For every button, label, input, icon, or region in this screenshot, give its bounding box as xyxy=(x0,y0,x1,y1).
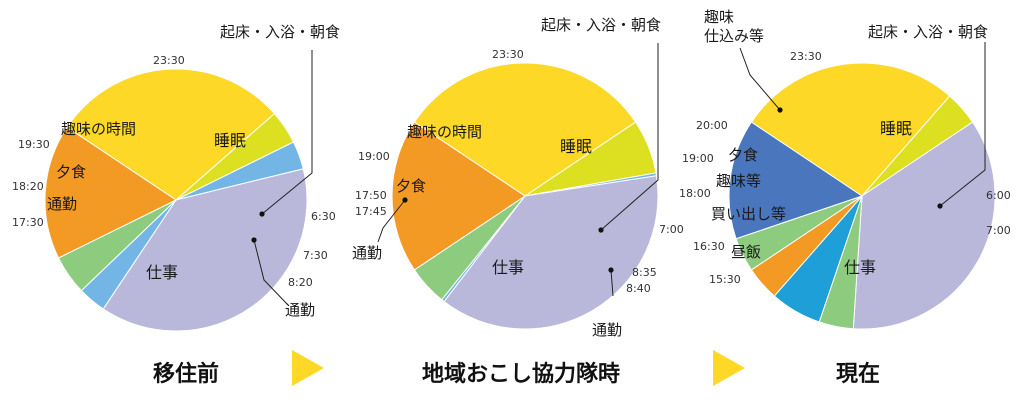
slice-label: 仕込み等 xyxy=(704,27,764,45)
pie-slice xyxy=(443,175,659,330)
slice-label: 夕食 xyxy=(396,177,426,195)
leader-dot xyxy=(251,237,257,243)
slice-label: 昼飯 xyxy=(731,243,761,261)
slice-label: 起床・入浴・朝食 xyxy=(541,16,661,34)
time-label: 15:30 xyxy=(709,273,741,286)
leader-line xyxy=(261,50,313,215)
slice-label: 趣味の時間 xyxy=(407,123,482,141)
leader-line xyxy=(600,43,659,231)
chart-caption: 現在 xyxy=(836,361,880,387)
time-label: 19:30 xyxy=(18,138,50,151)
pie-slice xyxy=(852,121,996,330)
slice-label: 仕事 xyxy=(146,263,178,282)
time-label: 23:30 xyxy=(153,54,185,67)
time-label: 20:00 xyxy=(696,119,728,132)
time-label: 7:00 xyxy=(659,223,684,236)
leader-dot xyxy=(598,227,604,233)
slice-label: 通勤 xyxy=(47,195,77,213)
time-label: 18:00 xyxy=(679,187,711,200)
time-label: 23:30 xyxy=(790,50,822,63)
pie-slice xyxy=(102,168,308,332)
slice-label: 通勤 xyxy=(592,321,622,339)
time-label: 7:00 xyxy=(986,224,1011,237)
slice-label: 起床・入浴・朝食 xyxy=(868,23,988,41)
pie-cooperation-corps xyxy=(391,62,659,330)
leader-line xyxy=(939,42,986,207)
pie-slice xyxy=(413,62,637,197)
pie-current xyxy=(728,62,996,330)
pie-slice xyxy=(66,68,276,201)
slice-label: 趣味の時間 xyxy=(61,120,136,138)
pie-slice xyxy=(728,121,864,240)
leader-line xyxy=(739,47,781,111)
slice-label: 夕食 xyxy=(56,163,86,181)
slice-label: 仕事 xyxy=(844,258,876,277)
arrow-icon xyxy=(713,350,745,386)
leader-line xyxy=(253,239,289,306)
time-label: 6:00 xyxy=(986,189,1011,202)
leader-dot xyxy=(402,197,408,203)
slice-label: 通勤 xyxy=(285,301,315,319)
slice-label: 趣味 xyxy=(704,8,734,26)
chart-caption: 移住前 xyxy=(153,361,219,387)
slice-label: 起床・入浴・朝食 xyxy=(220,23,340,41)
time-label: 17:30 xyxy=(12,216,44,229)
leader-dot xyxy=(937,203,943,209)
slice-label: 趣味等 xyxy=(716,172,761,190)
time-label: 17:50 xyxy=(355,189,387,202)
time-label: 17:45 xyxy=(355,205,387,218)
time-label: 7:30 xyxy=(303,249,328,262)
slice-label: 買い出し等 xyxy=(711,205,786,223)
time-label: 8:35 xyxy=(632,266,657,279)
pie-slice xyxy=(44,126,177,259)
slice-label: 仕事 xyxy=(492,258,524,277)
time-label: 18:20 xyxy=(12,180,44,193)
leader-line xyxy=(610,269,614,297)
leader-dot xyxy=(777,107,783,113)
slice-label: 睡眠 xyxy=(214,131,246,150)
slice-label: 睡眠 xyxy=(560,137,592,156)
slice-label: 夕食 xyxy=(728,146,758,164)
time-label: 8:40 xyxy=(626,282,651,295)
leader-dot xyxy=(259,211,265,217)
pie-slice xyxy=(750,62,951,197)
time-label: 19:00 xyxy=(682,152,714,165)
time-label: 16:30 xyxy=(693,240,725,253)
chart-caption: 地域おこし協力隊時 xyxy=(422,361,620,387)
slice-label: 通勤 xyxy=(352,244,382,262)
time-label: 6:30 xyxy=(311,210,336,223)
time-label: 19:00 xyxy=(358,150,390,163)
leader-line xyxy=(377,199,406,243)
slice-label: 睡眠 xyxy=(880,119,912,138)
time-label: 23:30 xyxy=(492,48,524,61)
time-label: 8:20 xyxy=(288,276,313,289)
pie-slice xyxy=(391,121,526,271)
arrow-icon xyxy=(292,350,324,386)
leader-dot xyxy=(608,267,614,273)
pie-before-relocation xyxy=(44,68,308,332)
